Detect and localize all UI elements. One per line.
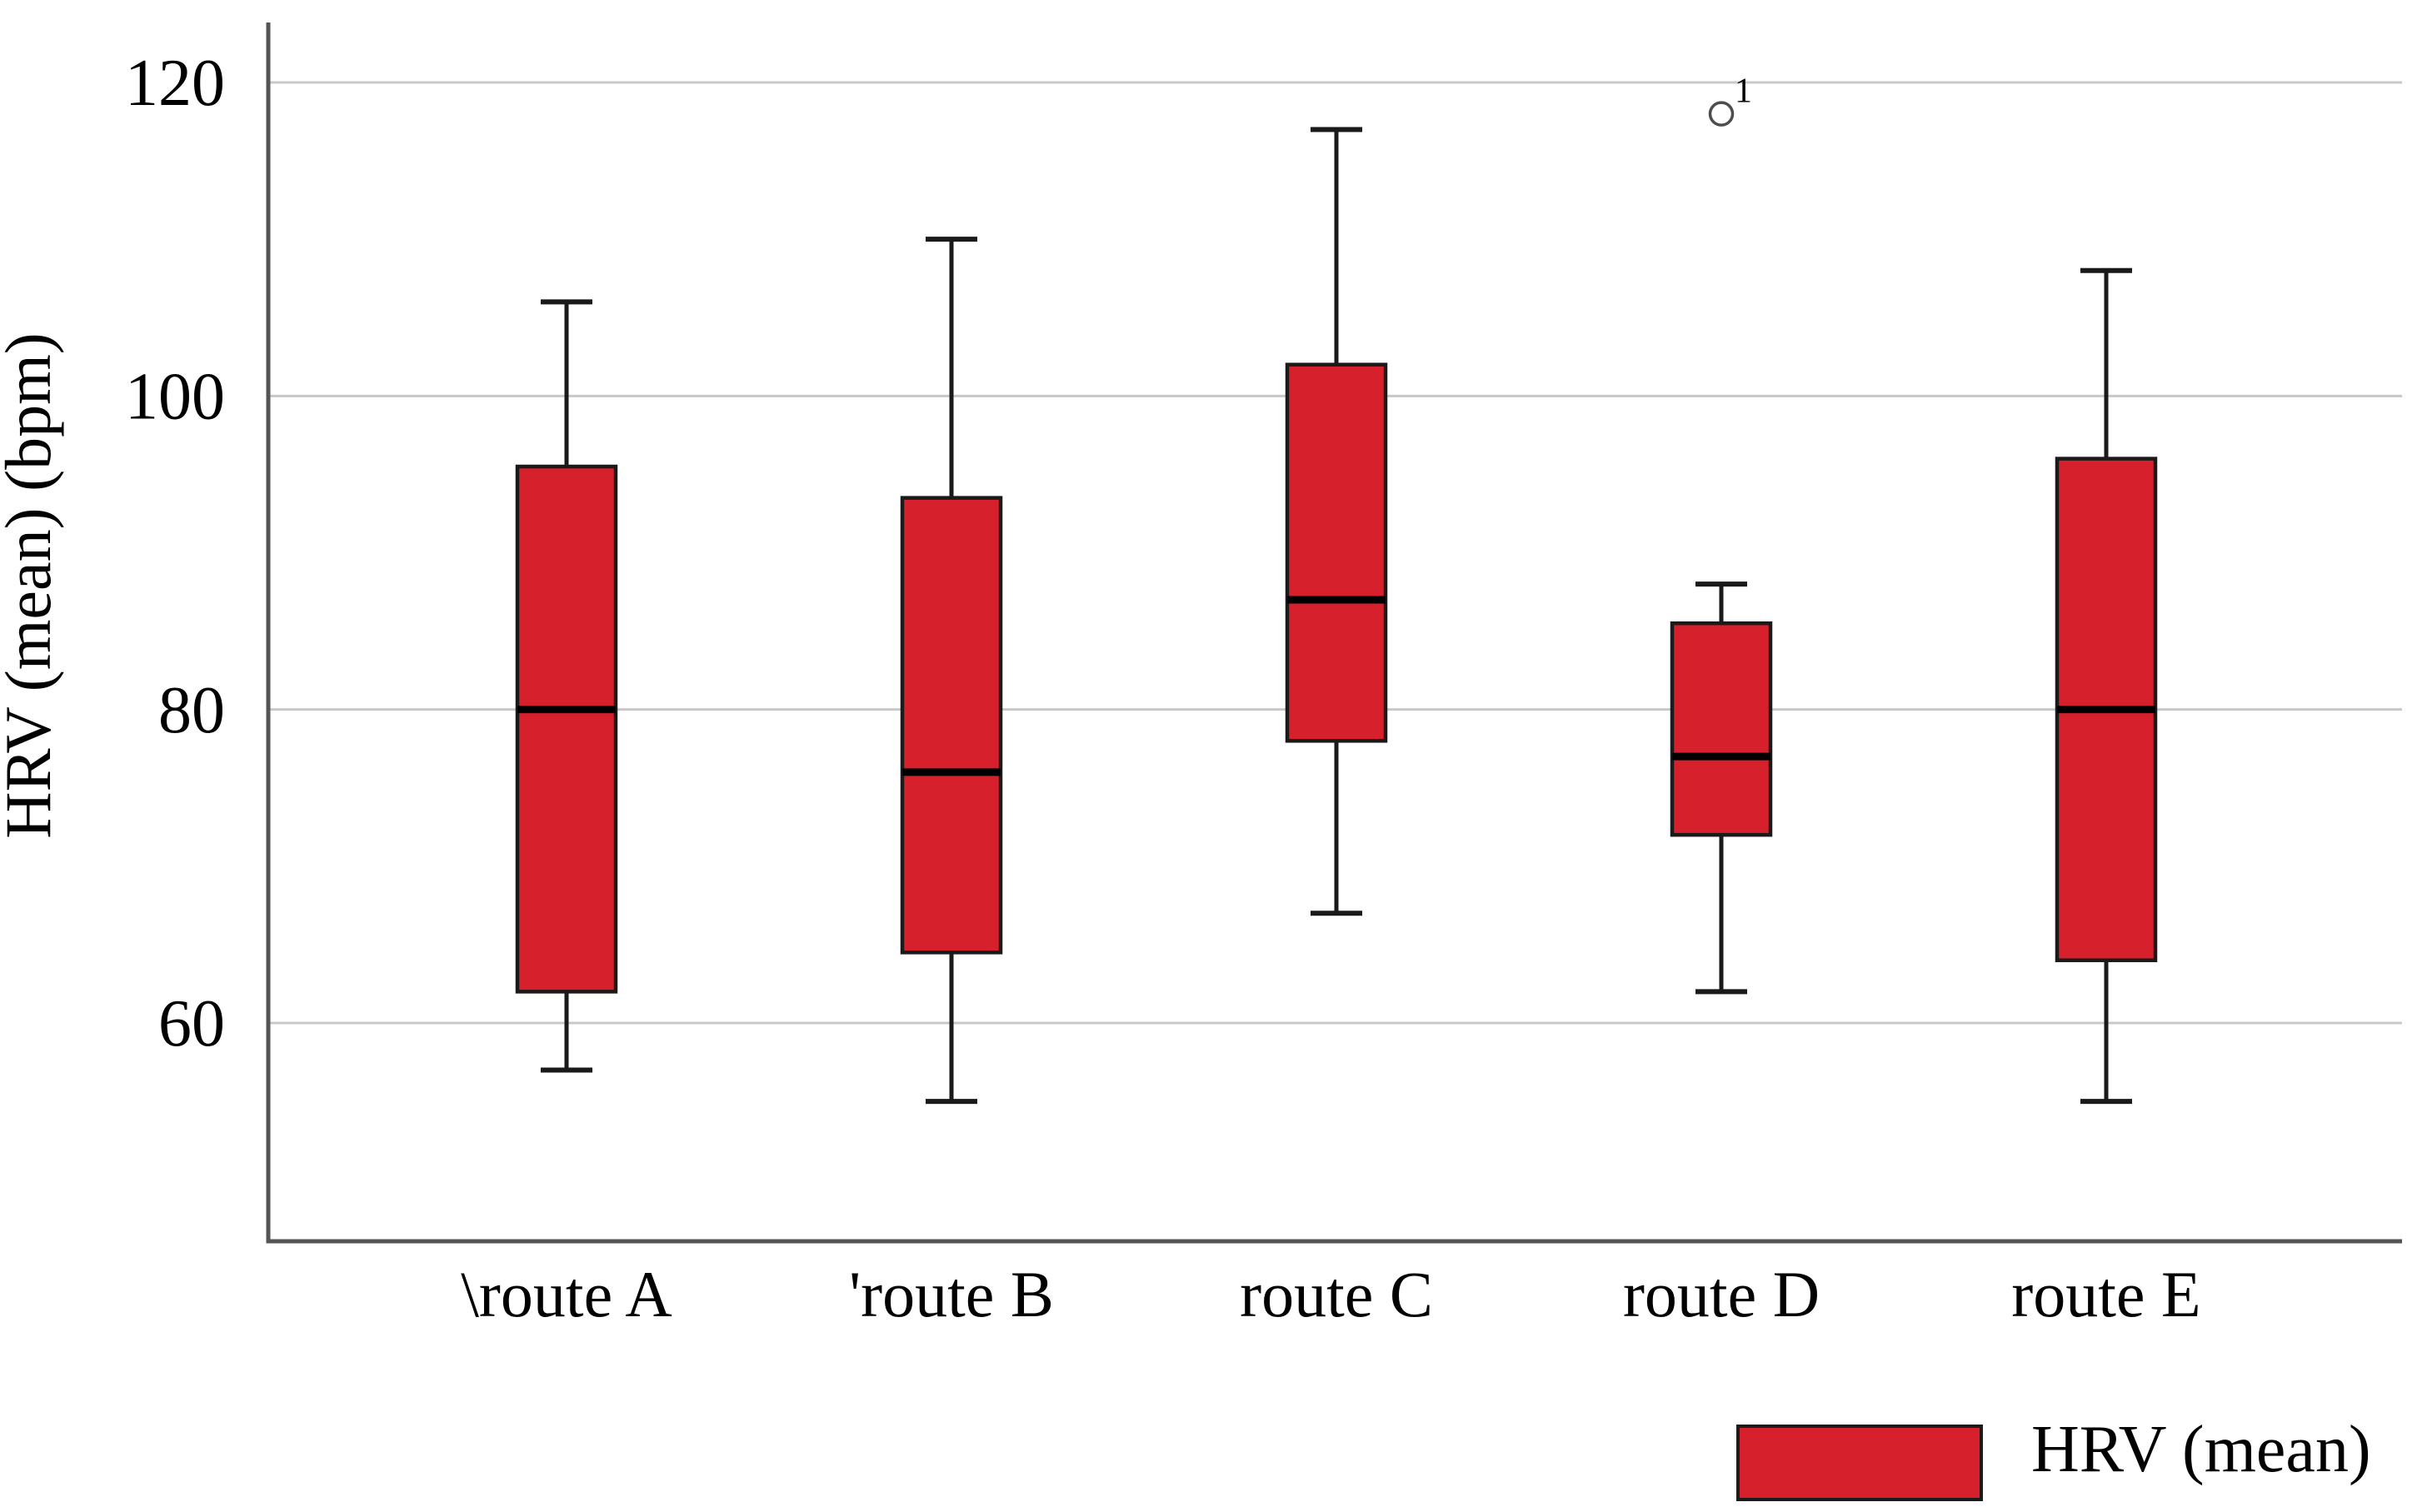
legend-label: HRV (mean) [2031, 1413, 2371, 1486]
box-group-5 [2055, 267, 2158, 1105]
x-tick-label-route-d: route D [1623, 1258, 1820, 1330]
y-tick-labels: 120 100 80 60 [125, 47, 225, 1060]
iqr-box [515, 464, 618, 994]
iqr-box [1285, 362, 1388, 743]
outlier-point [1708, 101, 1735, 127]
x-tick-label-route-e: route E [2011, 1258, 2200, 1330]
y-axis-title: HRV (mean) (bpm) [0, 332, 64, 839]
y-tick-label-120: 120 [125, 47, 225, 120]
legend-swatch [1736, 1425, 1983, 1501]
box-group-2 [900, 237, 1003, 1105]
x-tick-labels: \route A 'route B route C route D route E [461, 1258, 2200, 1330]
y-tick-label-100: 100 [125, 361, 225, 434]
box-group-4: 1 [1670, 72, 1773, 995]
legend: HRV (mean) [1736, 1413, 2371, 1501]
box-group-3 [1285, 127, 1388, 916]
x-tick-label-route-b: 'route B [849, 1258, 1054, 1330]
box-group-1 [515, 299, 618, 1073]
y-tick-label-60: 60 [158, 987, 225, 1060]
iqr-box [900, 496, 1003, 955]
iqr-box [1670, 621, 1773, 837]
x-tick-label-route-c: route C [1240, 1258, 1433, 1330]
outlier-label: 1 [1735, 72, 1752, 111]
x-tick-label-route-a: \route A [461, 1258, 672, 1330]
y-tick-label-80: 80 [158, 674, 225, 747]
